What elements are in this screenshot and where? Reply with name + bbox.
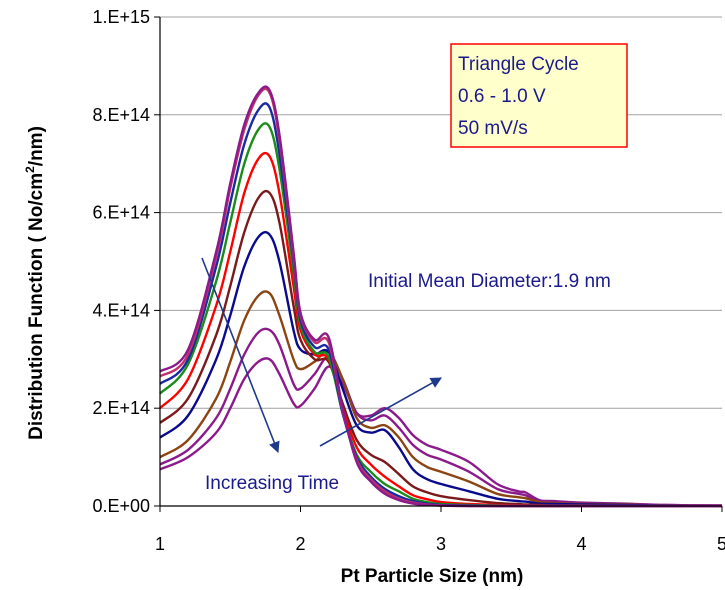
condition-line-3: 50 mV/s xyxy=(458,118,528,139)
x-axis-title: Pt Particle Size (nm) xyxy=(341,566,524,587)
y-axis-title-sup: 2 xyxy=(23,166,37,173)
condition-box: Triangle Cycle 0.6 - 1.0 V 50 mV/s xyxy=(450,43,628,148)
x-tick-label-4: 5 xyxy=(717,534,725,554)
y-tick-label-0: 0.E+00 xyxy=(92,496,150,516)
increasing-time-note: Increasing Time xyxy=(205,473,339,494)
x-tick-label-0: 1 xyxy=(155,534,165,554)
y-tick-label-5: 1.E+15 xyxy=(92,7,150,27)
x-tick-label-2: 3 xyxy=(436,534,446,554)
x-tick-label-1: 2 xyxy=(295,534,305,554)
series-line-3 xyxy=(159,230,723,508)
y-tick-label-2: 4.E+14 xyxy=(92,300,150,320)
initial-diameter-note: Initial Mean Diameter:1.9 nm xyxy=(368,271,611,292)
series-line-2 xyxy=(159,290,723,508)
y-tick-label-4: 8.E+14 xyxy=(92,105,150,125)
y-axis-title-main: Distribution Function ( No/cm xyxy=(26,173,47,440)
tick-labels: 0.E+00 2.E+14 4.E+14 6.E+14 8.E+14 1.E+15 1 2 3 4… xyxy=(92,7,725,554)
condition-line-2: 0.6 - 1.0 V xyxy=(458,86,546,107)
x-tick-label-3: 4 xyxy=(576,534,586,554)
y-tick-label-3: 6.E+14 xyxy=(92,203,150,223)
y-axis-title-tail: /nm) xyxy=(26,126,47,166)
axes xyxy=(154,16,723,512)
time-arrow-up xyxy=(319,377,442,447)
condition-box-frame xyxy=(450,43,628,148)
y-axis-title: Distribution Function ( No/cm2/nm) xyxy=(23,126,47,440)
y-tick-label-1: 2.E+14 xyxy=(92,398,150,418)
time-arrow-down xyxy=(201,257,280,454)
condition-line-1: Triangle Cycle xyxy=(458,54,579,75)
gridlines xyxy=(160,16,722,409)
